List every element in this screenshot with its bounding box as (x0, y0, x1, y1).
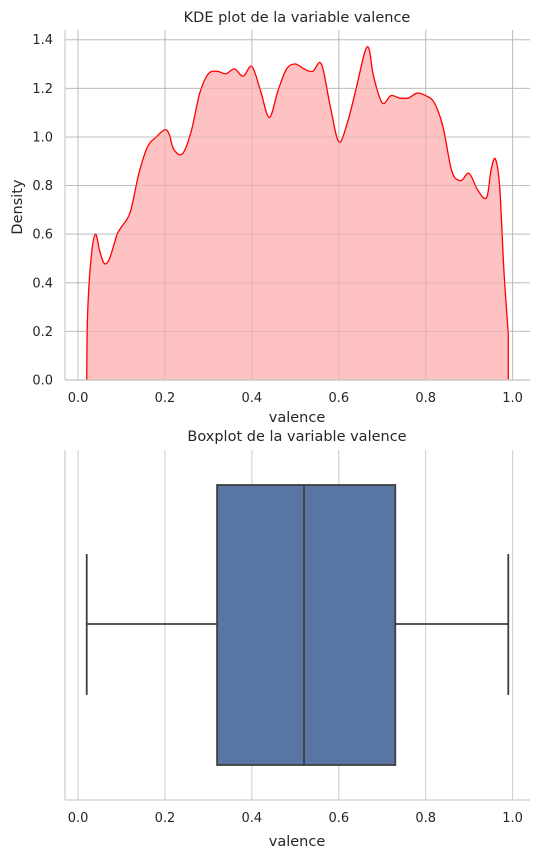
kde-y-tick-1: 0.2 (32, 325, 53, 340)
kde-y-tick-7: 1.4 (32, 33, 53, 48)
kde-plot: 0.0 0.2 0.4 0.6 0.8 1.0 0.0 0.2 0.4 0.6 0.8 1.0 1.2… (10, 10, 530, 426)
boxplot-x-tick-0: 0.0 (68, 811, 89, 826)
kde-y-tick-6: 1.2 (32, 82, 53, 97)
kde-x-tick-4: 0.8 (415, 391, 436, 406)
boxplot-x-tick-3: 0.6 (328, 811, 349, 826)
kde-x-tick-1: 0.2 (155, 391, 176, 406)
kde-x-axis-label: valence (269, 410, 326, 426)
boxplot-title: Boxplot de la variable valence (187, 429, 406, 445)
boxplot-x-tick-4: 0.8 (415, 811, 436, 826)
boxplot-box (216, 484, 397, 766)
kde-x-tick-3: 0.6 (328, 391, 349, 406)
boxplot-x-tick-2: 0.4 (242, 811, 263, 826)
kde-x-tick-5: 1.0 (502, 391, 523, 406)
boxplot-x-axis-label: valence (269, 834, 326, 850)
kde-x-tick-labels: 0.0 0.2 0.4 0.6 0.8 1.0 (68, 391, 523, 406)
kde-x-tick-0: 0.0 (68, 391, 89, 406)
kde-title: KDE plot de la variable valence (184, 10, 411, 26)
kde-y-tick-3: 0.6 (32, 228, 53, 243)
kde-density-line (86, 46, 509, 381)
kde-y-axis-label: Density (10, 179, 26, 235)
kde-y-tick-2: 0.4 (32, 276, 53, 291)
boxplot-x-tick-5: 1.0 (502, 811, 523, 826)
boxplot: 0.0 0.2 0.4 0.6 0.8 1.0 Boxplot de la variabl… (64, 429, 530, 850)
kde-y-tick-labels: 0.0 0.2 0.4 0.6 0.8 1.0 1.2 1.4 (32, 33, 53, 388)
kde-x-tick-2: 0.4 (242, 391, 263, 406)
kde-density-fill (86, 46, 509, 380)
boxplot-x-tick-labels: 0.0 0.2 0.4 0.6 0.8 1.0 (68, 811, 523, 826)
boxplot-x-tick-1: 0.2 (155, 811, 176, 826)
boxplot-marks (85, 484, 510, 766)
kde-y-tick-5: 1.0 (32, 130, 53, 145)
kde-y-tick-0: 0.0 (32, 374, 53, 389)
kde-y-tick-4: 0.8 (32, 179, 53, 194)
